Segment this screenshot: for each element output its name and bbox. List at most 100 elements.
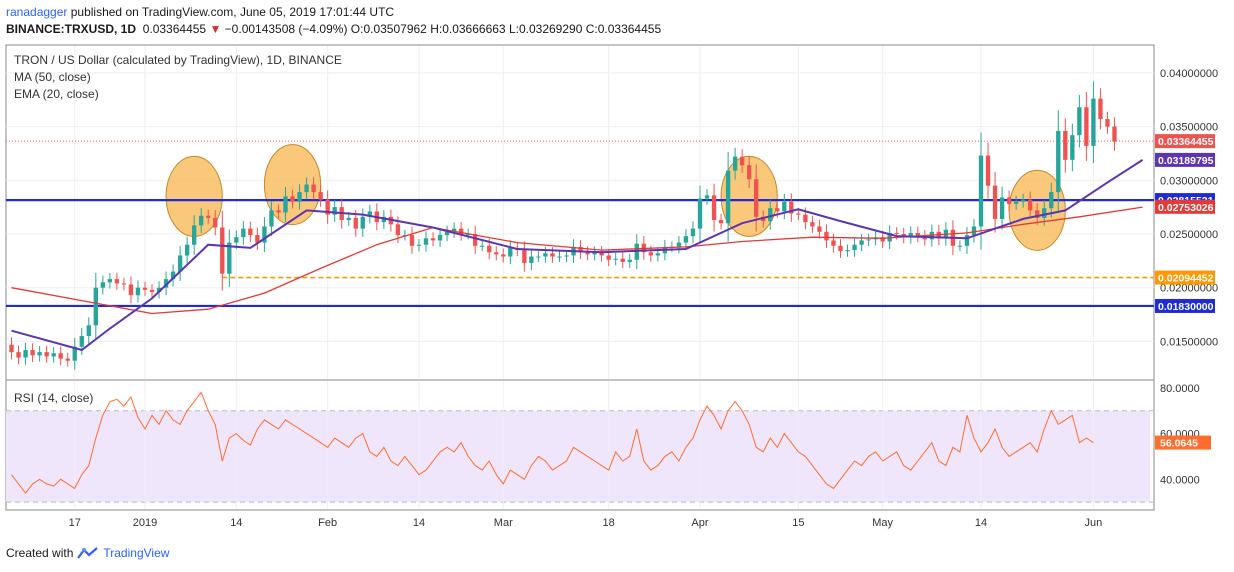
candle-body	[213, 217, 218, 228]
candle-body	[297, 192, 302, 202]
candle-body	[177, 255, 183, 272]
candle-body	[1013, 201, 1019, 204]
created-with-text: Created with	[6, 546, 74, 560]
candle-body	[248, 228, 253, 236]
candle-body	[824, 231, 829, 241]
price-label-box	[1155, 298, 1215, 313]
candle-body	[1084, 107, 1089, 146]
candle-body	[1070, 135, 1075, 160]
price-tick-label: 0.01500000	[1160, 336, 1218, 348]
price-chart[interactable]: 0.01500000 0.02000000 0.02500000 0.03000000…	[0, 0, 1234, 545]
price-label-box	[1155, 152, 1215, 167]
candle-body	[838, 245, 843, 252]
candle-body	[754, 179, 759, 217]
candle-body	[725, 170, 731, 224]
candle-body	[585, 252, 590, 255]
candle-body	[655, 253, 661, 256]
candle-body	[1020, 199, 1026, 202]
candle-body	[65, 358, 70, 361]
candle-body	[206, 215, 211, 218]
candle-body	[395, 224, 401, 236]
candle-body	[156, 287, 162, 292]
candle-body	[789, 201, 794, 214]
candle-body	[409, 235, 415, 246]
price-tick-label: 0.02500000	[1160, 229, 1218, 241]
candle-body	[985, 155, 991, 186]
candle-body	[831, 240, 836, 246]
rsi-legend: RSI (14, close)	[14, 391, 93, 405]
candle-body	[803, 214, 808, 223]
candle-body	[964, 235, 970, 246]
candle-body	[37, 352, 42, 356]
candle-body	[543, 253, 548, 257]
candle-body	[1049, 192, 1054, 209]
candle-body	[93, 287, 98, 326]
rsi-tick-label: 80.0000	[1160, 383, 1200, 395]
price-change: −0.00143508 (−4.09%)	[224, 22, 348, 36]
time-tick-label: 14	[413, 517, 425, 529]
ma-legend: MA (50, close)	[14, 70, 91, 84]
candle-body	[508, 247, 513, 257]
candle-body	[1006, 197, 1012, 204]
candle-body	[367, 211, 372, 217]
candle-body	[718, 220, 724, 224]
candle-body	[732, 156, 738, 171]
author-link[interactable]: ranadagger	[6, 5, 68, 19]
price-label-box	[1155, 199, 1215, 214]
candle-body	[262, 226, 267, 243]
ema-legend: EMA (20, close)	[14, 87, 99, 101]
price-tick-label: 0.03000000	[1160, 175, 1218, 187]
candle-body	[128, 284, 134, 296]
candle-body	[880, 237, 885, 242]
rsi-band	[6, 410, 1150, 503]
candle-body	[1028, 199, 1033, 211]
candle-body	[908, 232, 913, 238]
time-tick-label: 18	[603, 517, 615, 529]
candle-body	[346, 217, 351, 221]
candle-body	[437, 235, 443, 241]
candle-body	[810, 222, 815, 227]
candle-body	[1091, 98, 1096, 146]
candle-body	[494, 252, 499, 255]
candle-body	[648, 252, 653, 256]
candle-body	[220, 227, 225, 274]
last-price: 0.03364455	[142, 22, 207, 36]
time-tick-label: 2019	[133, 517, 157, 529]
candle-body	[227, 242, 232, 274]
candle-body	[775, 208, 780, 212]
candle-body	[894, 232, 899, 234]
price-label-text: 0.03364455	[1158, 136, 1214, 148]
candle-body	[992, 185, 998, 219]
candle-body	[859, 240, 864, 245]
rsi-label-text: 56.0645	[1160, 438, 1198, 450]
candle-body	[191, 225, 197, 245]
candle-body	[430, 238, 436, 241]
time-tick-label: 17	[69, 517, 81, 529]
candle-body	[44, 352, 49, 357]
chart-title: TRON / US Dollar (calculated by TradingV…	[14, 53, 342, 67]
candle-body	[58, 353, 63, 359]
price-tick-label: 0.03500000	[1160, 122, 1218, 134]
candle-body	[592, 252, 597, 255]
candle-body	[957, 245, 963, 247]
candle-body	[255, 235, 260, 243]
tradingview-logo-icon	[77, 547, 99, 559]
close-label: C:	[585, 22, 598, 36]
time-tick-label: Mar	[494, 517, 513, 529]
candle-body	[121, 283, 127, 285]
candle-body	[30, 349, 35, 356]
candle-body	[135, 287, 141, 296]
candle-body	[852, 244, 857, 251]
publish-text: published on TradingView.com, June 05, 2…	[70, 5, 395, 19]
candle-body	[318, 192, 323, 200]
candle-body	[999, 197, 1005, 219]
price-tick-label: 0.04000000	[1160, 68, 1218, 80]
candle-body	[606, 255, 611, 260]
candle-body	[704, 195, 710, 199]
candle-body	[845, 250, 850, 252]
tradingview-brand-link[interactable]: TradingView	[103, 546, 170, 560]
candle-body	[149, 289, 155, 292]
candle-body	[51, 353, 56, 357]
candle-body	[465, 233, 471, 235]
candle-body	[199, 215, 204, 226]
